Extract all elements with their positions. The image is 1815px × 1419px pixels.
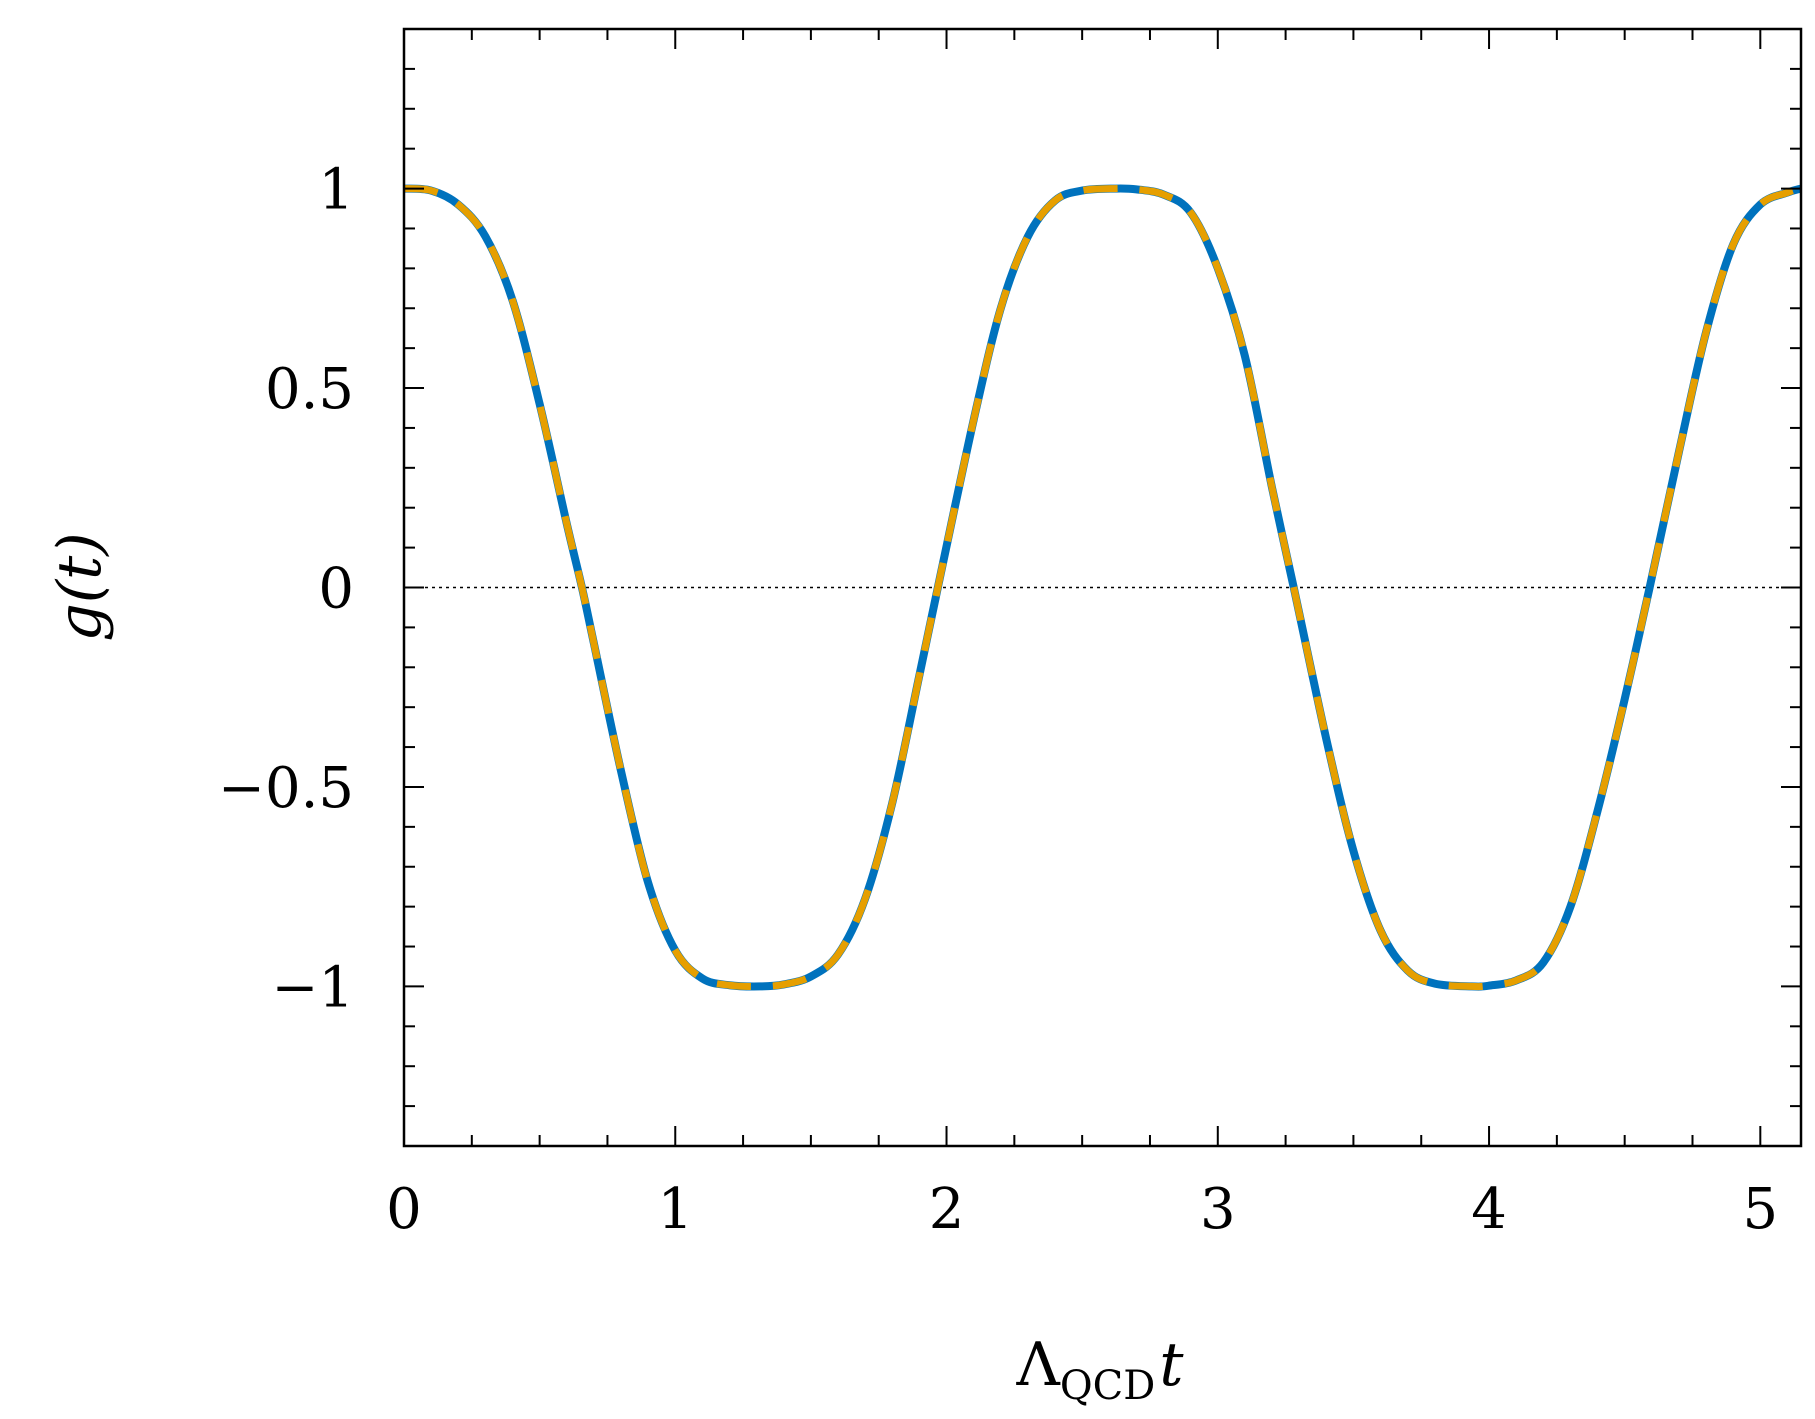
x-tick-label: 5 (1742, 1177, 1778, 1242)
x-tick-label: 3 (1200, 1177, 1236, 1242)
series-layer (404, 184, 1801, 991)
plot-frame (402, 27, 1803, 1148)
x-axis-label-symbol: Λ (1016, 1330, 1061, 1400)
y-tick-label: 1 (318, 158, 354, 223)
y-tick-label: −1 (271, 955, 354, 1020)
y-axis-label: g(t) (45, 532, 115, 641)
x-tick-label: 2 (929, 1177, 965, 1242)
y-tick-label: 0.5 (265, 357, 354, 422)
tick-layer (403, 28, 1801, 1146)
y-tick-label: 0 (318, 557, 354, 622)
dashed-series-line (404, 184, 1801, 991)
x-tick-label: 0 (386, 1177, 422, 1242)
x-axis-label-variable: t (1159, 1330, 1184, 1400)
x-axis-label-subscript: QCD (1060, 1363, 1155, 1409)
x-tick-label: 4 (1471, 1177, 1507, 1242)
y-tick-label: −0.5 (218, 756, 354, 821)
tick-label-layer: 0 1 2 3 4 5 −1 −0.5 0 0.5 1 (218, 158, 1778, 1242)
x-tick-label: 1 (657, 1177, 693, 1242)
x-axis-label: ΛQCDt (1016, 1330, 1185, 1409)
